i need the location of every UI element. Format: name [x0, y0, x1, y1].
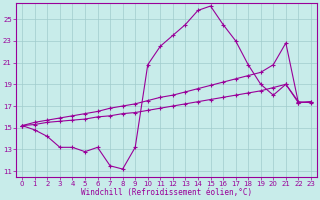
X-axis label: Windchill (Refroidissement éolien,°C): Windchill (Refroidissement éolien,°C): [81, 188, 252, 197]
